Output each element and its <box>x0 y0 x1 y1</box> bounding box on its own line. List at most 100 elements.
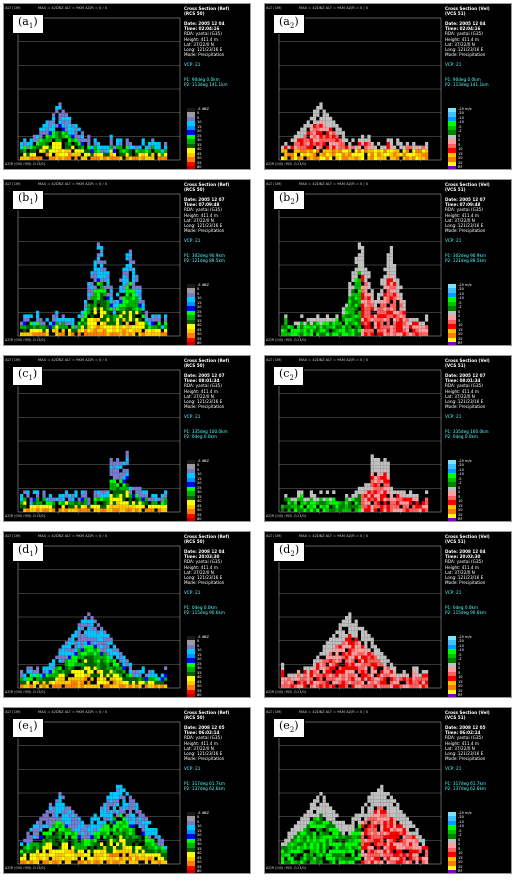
echo-cell <box>36 497 40 502</box>
echo-cell <box>20 504 24 509</box>
legend-label: 25 <box>197 309 202 314</box>
echo-cell <box>412 142 416 146</box>
echo-cell <box>370 497 374 502</box>
legend-swatch: RF <box>448 517 463 521</box>
legend-swatch: 2 <box>448 138 460 144</box>
echo-cell <box>100 292 104 297</box>
echo-cell <box>364 828 368 832</box>
echo-cell <box>322 684 326 688</box>
echo-cell <box>103 634 107 638</box>
panel-label: (a1) <box>12 14 44 35</box>
echo-cell <box>135 289 139 293</box>
echo-cell <box>87 318 91 322</box>
echo-cell <box>409 824 413 828</box>
echo-cell <box>354 321 358 326</box>
echo-cell <box>402 314 406 318</box>
echo-cell <box>396 680 400 685</box>
echo-cell <box>373 494 377 498</box>
echo-cell <box>106 145 110 150</box>
echo-cell <box>39 127 43 132</box>
echo-cell <box>364 677 368 681</box>
echo-cell <box>354 278 358 282</box>
echo-cell <box>42 494 46 498</box>
echo-cell <box>351 838 355 843</box>
echo-cell <box>293 673 297 678</box>
echo-cell <box>402 813 406 818</box>
echo-cell <box>367 799 371 803</box>
echo-cell <box>402 838 406 843</box>
echo-cell <box>116 486 120 491</box>
echo-cell <box>106 828 110 832</box>
echo-cell <box>58 677 62 681</box>
cross-section-plot <box>4 4 182 169</box>
echo-cell <box>68 501 72 505</box>
echo-cell <box>125 332 129 336</box>
echo-cell <box>100 328 104 333</box>
echo-cell <box>93 504 97 509</box>
info-lat: Lat: 37/22/0 N <box>445 569 475 575</box>
echo-cell <box>36 508 40 512</box>
echo-cell <box>354 634 358 638</box>
echo-cell <box>106 321 110 326</box>
echo-cell <box>421 680 425 685</box>
echo-cell <box>103 684 107 688</box>
echo-cell <box>36 677 40 681</box>
echo-cell <box>90 630 94 634</box>
echo-cell <box>313 831 317 836</box>
echo-cell <box>109 483 113 487</box>
echo-cell <box>144 149 148 153</box>
echo-cell <box>68 666 72 670</box>
echo-cell <box>103 145 107 150</box>
echo-cell <box>64 828 68 832</box>
echo-cell <box>77 626 81 631</box>
echo-cell <box>84 497 88 502</box>
echo-cell <box>396 152 400 157</box>
echo-cell <box>367 673 371 678</box>
echo-cell <box>58 494 62 498</box>
echo-cell <box>351 497 355 502</box>
info-p1: P1: 317deg 61.7km <box>184 781 225 787</box>
echo-cell <box>20 853 24 857</box>
echo-cell <box>55 310 59 315</box>
echo-cell <box>141 490 145 494</box>
echo-cell <box>361 849 365 854</box>
echo-cell <box>329 813 333 818</box>
echo-cell <box>125 149 129 153</box>
echo-cell <box>370 483 374 487</box>
echo-cell <box>367 490 371 494</box>
echo-cell <box>396 508 400 512</box>
echo-cell <box>329 497 333 502</box>
echo-cell <box>74 655 78 660</box>
echo-cell <box>393 300 397 304</box>
echo-cell <box>300 149 304 153</box>
echo-cell <box>341 634 345 638</box>
echo-cell <box>58 849 62 854</box>
echo-cell <box>119 494 123 498</box>
echo-cell <box>42 325 46 329</box>
echo-cell <box>42 138 46 142</box>
echo-cell <box>367 677 371 681</box>
echo-cell <box>396 824 400 828</box>
echo-cell <box>364 300 368 304</box>
echo-cell <box>383 846 387 850</box>
echo-cell <box>116 799 120 803</box>
echo-cell <box>80 655 84 660</box>
echo-cell <box>74 134 78 139</box>
echo-cell <box>23 497 27 502</box>
echo-cell <box>151 501 155 505</box>
echo-cell <box>367 134 371 139</box>
echo-cell <box>322 142 326 146</box>
echo-cell <box>157 321 161 326</box>
echo-cell <box>357 849 361 854</box>
echo-cell <box>45 856 49 861</box>
echo-cell <box>116 303 120 308</box>
echo-cell <box>141 138 145 142</box>
echo-cell <box>52 853 56 857</box>
legend-label: 30 <box>197 314 202 319</box>
echo-cell <box>297 332 301 336</box>
echo-cell <box>128 490 132 494</box>
echo-cell <box>370 300 374 304</box>
echo-cell <box>96 490 100 494</box>
echo-cell <box>322 504 326 509</box>
echo-cell <box>132 824 136 828</box>
